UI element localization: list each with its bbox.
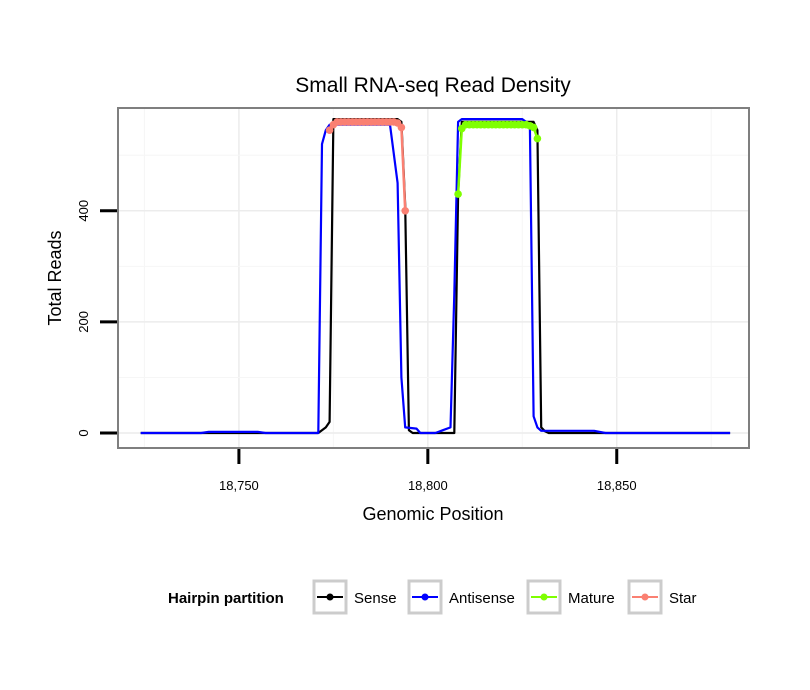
- y-tick-label: 400: [76, 200, 91, 222]
- legend-point-antisense: [421, 593, 429, 601]
- x-tick-label: 18,750: [219, 478, 259, 493]
- x-tick-label: 18,800: [408, 478, 448, 493]
- data-point-mature: [529, 123, 538, 132]
- legend-label-mature: Mature: [568, 590, 615, 607]
- y-axis: 0 200 400: [76, 200, 117, 437]
- legend-label-antisense: Antisense: [449, 590, 515, 607]
- legend-point-star: [641, 593, 649, 601]
- chart-title: Small RNA-seq Read Density: [295, 74, 571, 97]
- series-points: [325, 118, 542, 215]
- x-tick-label: 18,850: [597, 478, 637, 493]
- panel-background: [117, 107, 750, 449]
- x-axis-title: Genomic Position: [362, 504, 503, 524]
- y-axis-title: Total Reads: [45, 230, 65, 325]
- legend-point-sense: [326, 593, 334, 601]
- legend-title: Hairpin partition: [168, 590, 284, 607]
- legend-label-star: Star: [669, 590, 697, 607]
- grid-lines: [119, 109, 748, 447]
- data-point-star: [397, 123, 406, 132]
- y-tick-label: 200: [76, 311, 91, 333]
- data-point-mature: [454, 190, 462, 198]
- data-point-star: [325, 126, 334, 134]
- plot-panel: [117, 107, 750, 449]
- legend-point-mature: [540, 593, 548, 601]
- series-line-sense: [140, 118, 731, 435]
- data-point-mature: [533, 134, 542, 143]
- legend: Hairpin partition Sense Antisense Mature St…: [168, 579, 697, 615]
- y-tick-label: 0: [76, 429, 91, 436]
- data-point-star: [401, 207, 410, 215]
- series-lines: [140, 118, 731, 435]
- x-axis: 18,750 18,800 18,850: [219, 449, 637, 493]
- legend-label-sense: Sense: [354, 590, 397, 607]
- series-line-antisense: [140, 118, 731, 435]
